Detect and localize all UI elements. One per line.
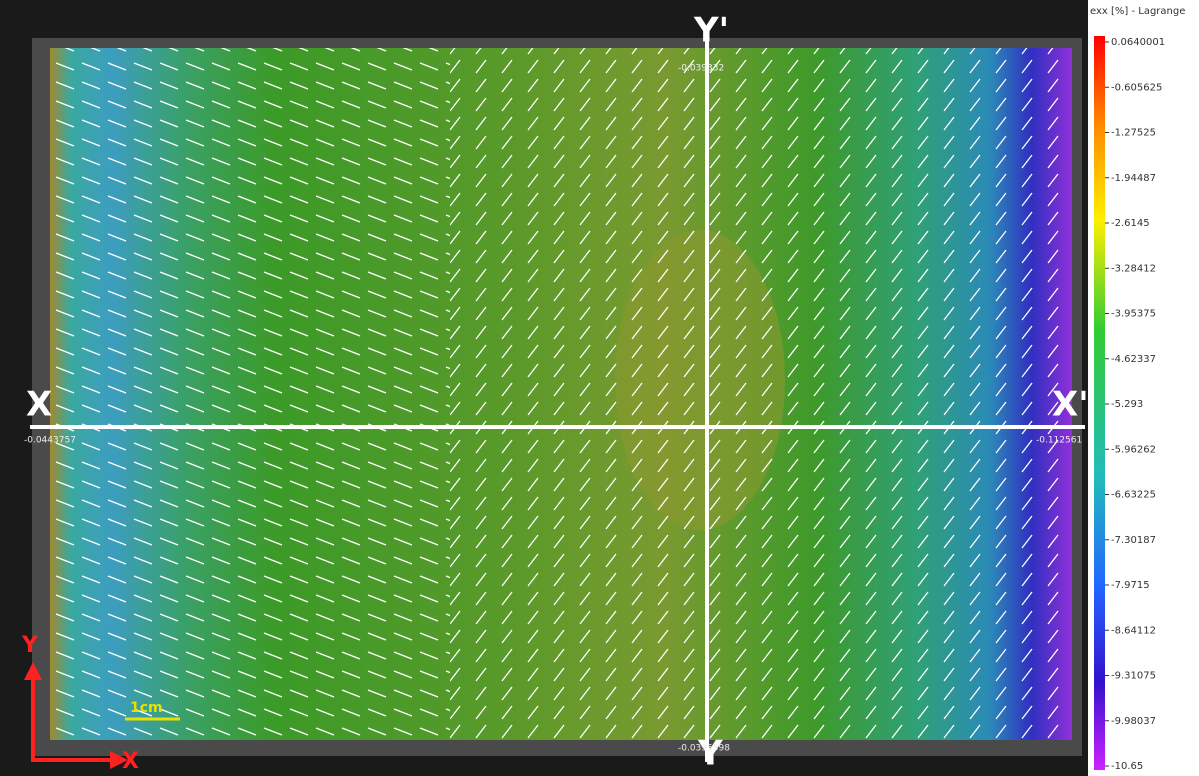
section-value: -0.112561 [1036,436,1082,446]
colorbar [1094,36,1105,770]
arrow-head [24,662,42,680]
colorbar-label: -3.28412 [1111,263,1156,274]
axis-arrows [31,672,118,762]
section-value: -0.0443757 [24,436,76,446]
colorbar-title: exx [%] - Lagrange [1090,6,1185,17]
colorbar-label: -9.31075 [1111,671,1156,682]
colorbar-label: -8.64112 [1111,625,1156,636]
colorbar-label: -3.95375 [1111,309,1156,320]
colorbar-label: -1.94487 [1111,173,1156,184]
arrow-head [110,751,128,769]
vector-field [450,48,1072,740]
colorbar-label: -1.27525 [1111,128,1156,139]
colorbar-label: -7.9715 [1111,580,1150,591]
colorbar-labels: 0.0640001 -0.605625 -1.27525 -1.94487 -2.614… [1105,37,1165,772]
axis-label: X [122,749,139,774]
colorbar-label: -4.62337 [1111,354,1156,365]
colorbar-label: 0.0640001 [1111,37,1165,48]
colorbar-label: -7.30187 [1111,535,1156,546]
section-value: -0.0395598 [678,744,730,754]
colorbar-label: -5.96262 [1111,444,1156,455]
colorbar-label: -6.63225 [1111,490,1156,501]
axis-label: Y [21,633,39,658]
section-label: X' [1052,385,1089,425]
colorbar-label: -10.65 [1111,761,1143,772]
vector-field [50,48,450,740]
section-label: X [26,385,52,425]
colorbar-label: -5.293 [1111,399,1143,410]
section-label: Y' [693,11,729,51]
section-label: Y [697,734,723,774]
colorbar-label: -0.605625 [1111,82,1162,93]
scale-label: 1cm [130,700,163,716]
colorbar-label: -2.6145 [1111,218,1150,229]
colorbar-label: -9.98037 [1111,716,1156,727]
section-value: -0.039332 [678,64,724,74]
